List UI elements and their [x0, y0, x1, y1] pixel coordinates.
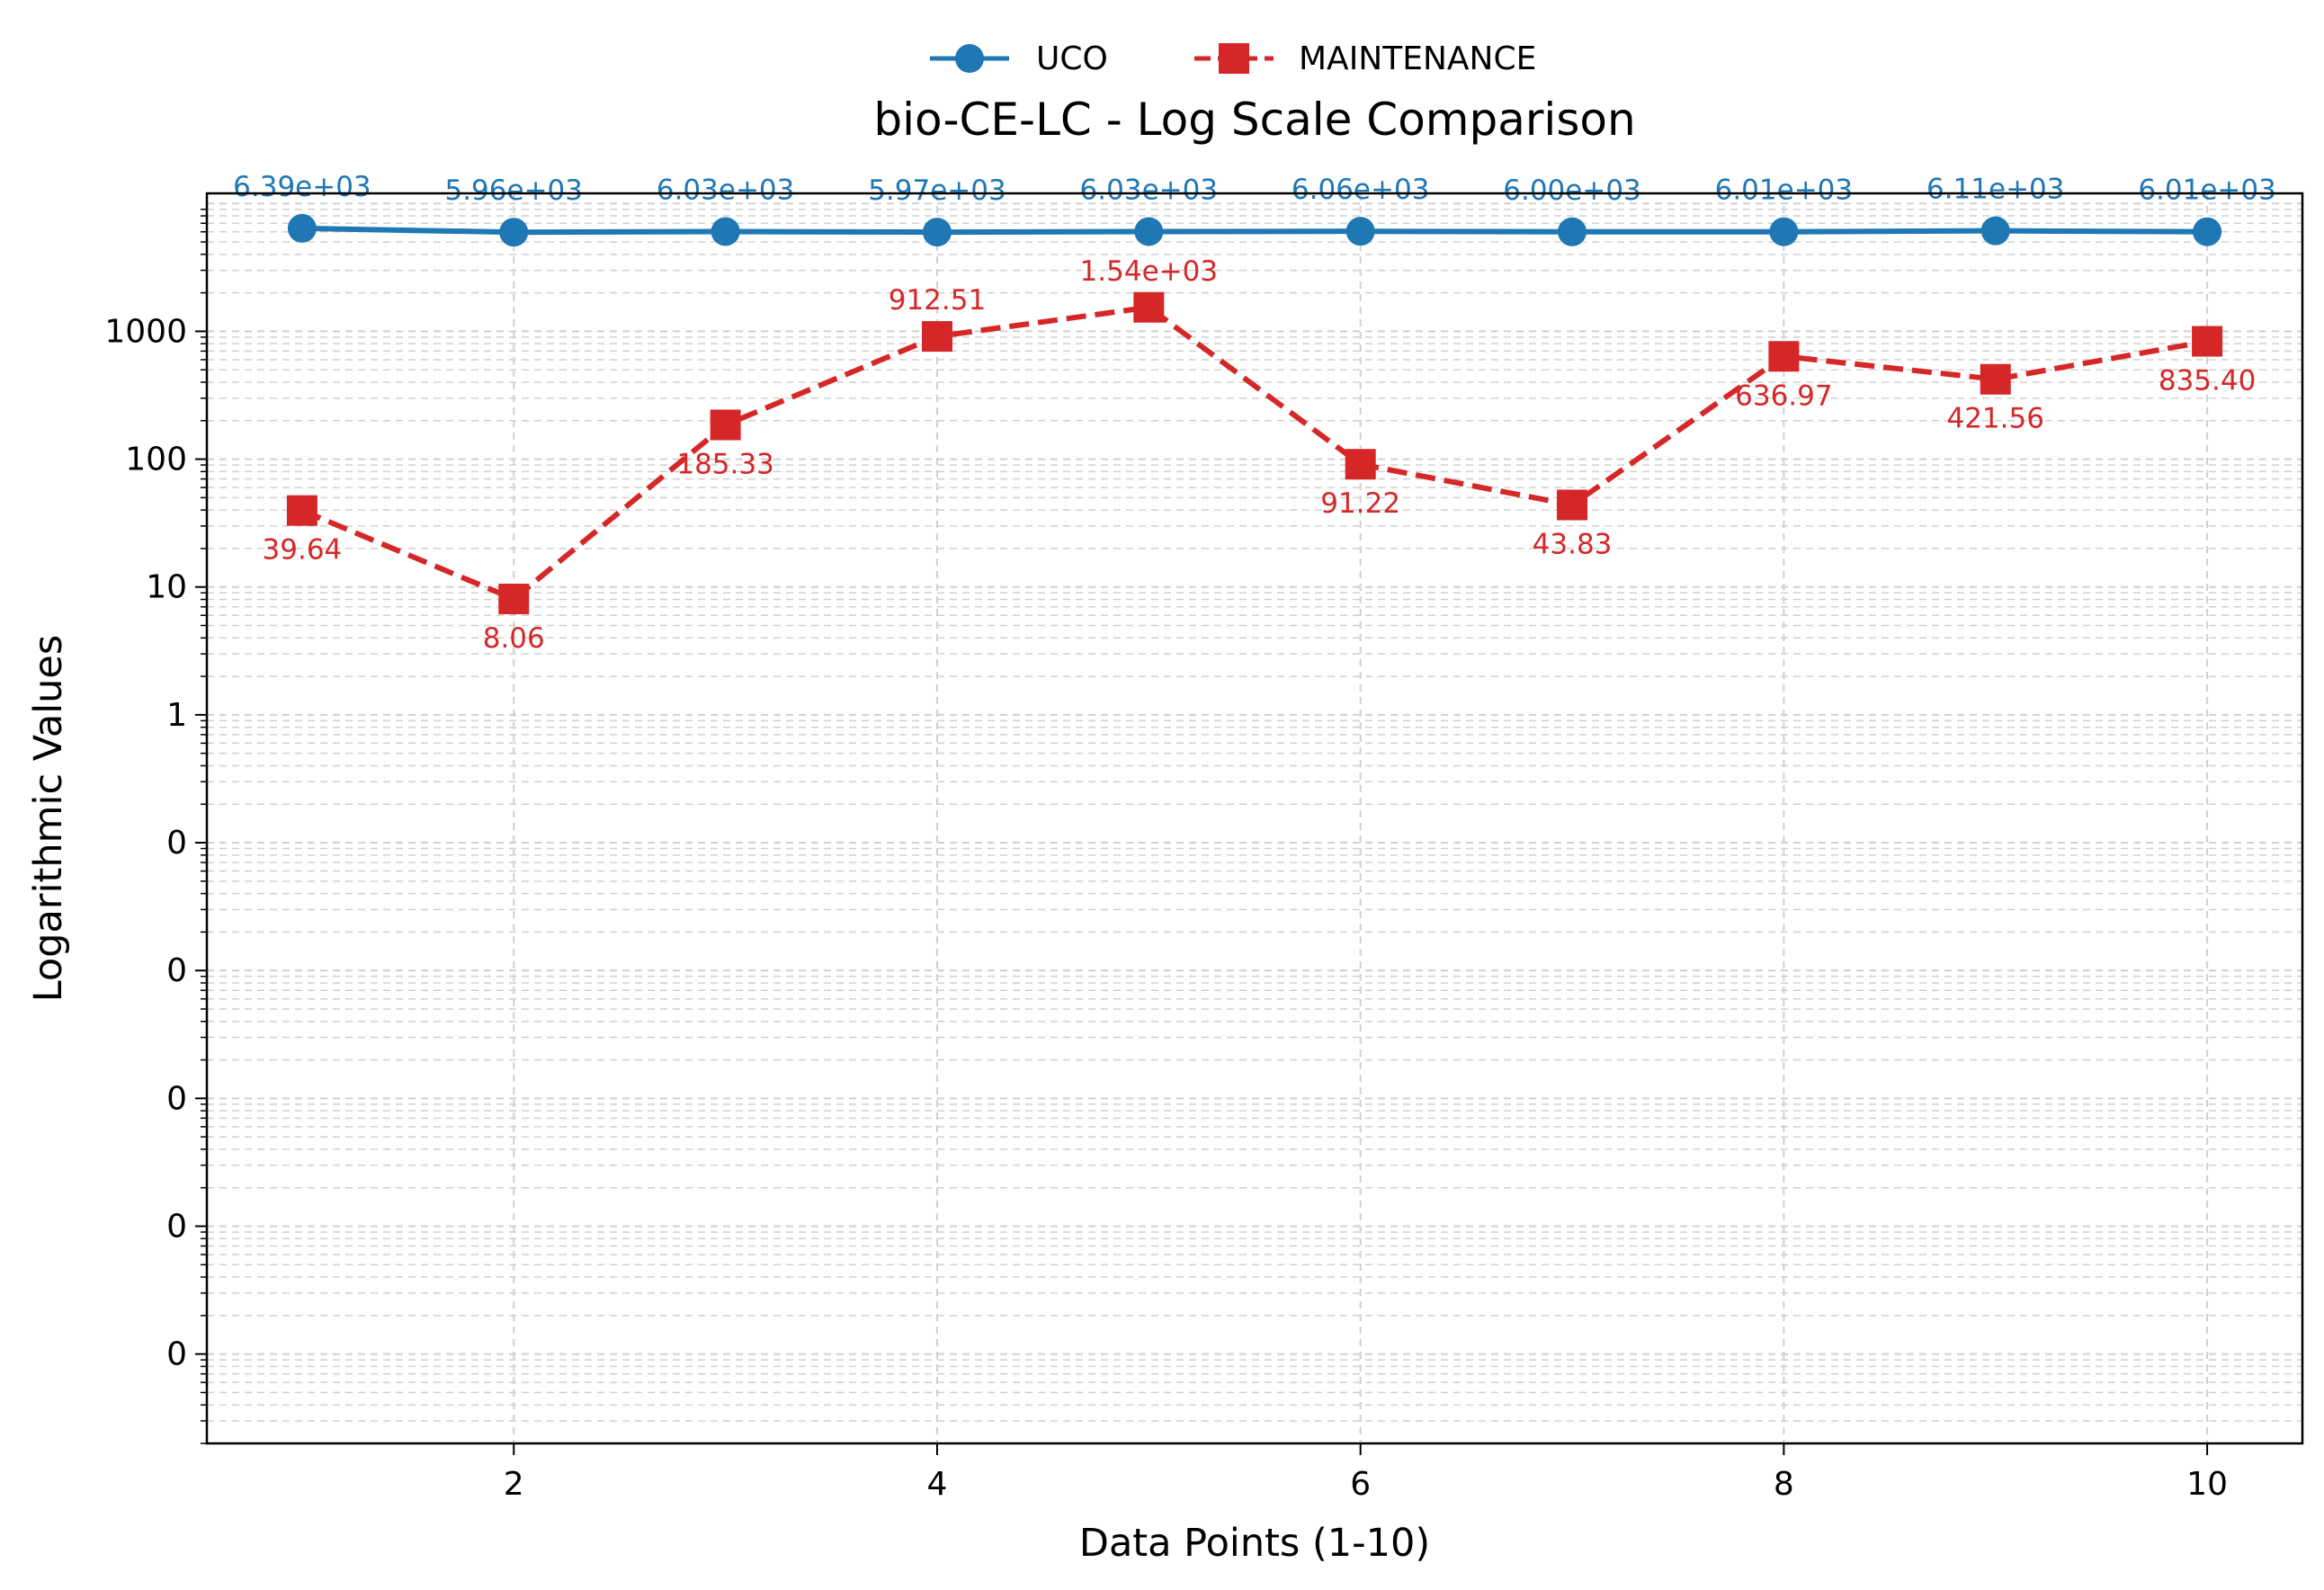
- grid-layer: [207, 193, 2302, 1444]
- legend-maintenance-label: MAINTENANCE: [1299, 40, 1536, 77]
- chart-title: bio-CE-LC - Log Scale Comparison: [873, 94, 1635, 146]
- y-tick-label: 0: [166, 825, 187, 862]
- x-tick-label: 8: [1774, 1466, 1794, 1503]
- maintenance-series-line: [300, 304, 2208, 603]
- y-tick-label: 1000: [104, 313, 187, 350]
- uco-data-label: 6.39e+03: [233, 171, 371, 203]
- maintenance-point: [1345, 449, 1376, 480]
- uco-point: [499, 218, 529, 247]
- uco-point: [1980, 216, 2010, 246]
- maintenance-data-label: 835.40: [2159, 365, 2256, 398]
- uco-point: [2193, 217, 2222, 246]
- uco-point: [922, 218, 952, 247]
- maintenance-data-label: 185.33: [676, 448, 773, 480]
- uco-data-label: 5.97e+03: [868, 174, 1006, 207]
- maintenance-data-label: 1.54e+03: [1080, 255, 1219, 288]
- uco-point: [1558, 217, 1587, 246]
- maintenance-data-label: 39.64: [263, 534, 343, 567]
- uco-data-label: 5.96e+03: [444, 174, 583, 207]
- maintenance-point: [1980, 363, 2011, 395]
- y-tick-label: 100: [125, 442, 187, 478]
- y-tick-label: 0: [166, 1336, 187, 1373]
- legend-uco-marker: [955, 44, 984, 73]
- uco-data-label: 6.03e+03: [1080, 174, 1219, 206]
- maintenance-data-label: 43.83: [1533, 528, 1613, 560]
- uco-point: [711, 217, 740, 246]
- uco-point: [1345, 217, 1375, 246]
- maintenance-data-label: 636.97: [1735, 380, 1832, 412]
- uco-data-label: 6.00e+03: [1503, 174, 1641, 207]
- x-axis-label: Data Points (1-10): [1079, 1521, 1430, 1566]
- maintenance-point: [921, 321, 952, 353]
- x-tick-label: 2: [504, 1466, 524, 1503]
- legend: UCO MAINTENANCE: [930, 40, 1536, 77]
- y-tick-label: 0: [166, 1080, 187, 1117]
- maintenance-point: [2192, 326, 2223, 357]
- x-tick-label: 4: [927, 1466, 948, 1503]
- maintenance-data-label: 91.22: [1320, 487, 1400, 520]
- maintenance-point: [1133, 291, 1165, 323]
- uco-data-label: 6.01e+03: [2138, 174, 2276, 207]
- uco-point: [287, 213, 317, 243]
- tick-layer: 0 0 0 0 0 1 10 100 1000 2 4 6 8 10: [104, 209, 2228, 1503]
- legend-uco-label: UCO: [1036, 40, 1108, 77]
- maintenance-point: [710, 409, 741, 441]
- y-tick-label: 0: [166, 1208, 187, 1245]
- uco-series-line: [301, 225, 2208, 236]
- uco-point: [1769, 217, 1799, 246]
- y-tick-label: 1: [166, 697, 187, 734]
- maintenance-data-label: 421.56: [1946, 403, 2043, 435]
- label-layer: 6.39e+03 5.96e+03 6.03e+03 5.97e+03 6.03e+03…: [233, 171, 2276, 655]
- uco-point: [1134, 217, 1164, 246]
- maintenance-data-label: 8.06: [483, 622, 545, 655]
- uco-data-label: 6.06e+03: [1292, 174, 1430, 206]
- y-axis-label: Logarithmic Values: [26, 635, 71, 1003]
- uco-data-label: 6.01e+03: [1715, 174, 1854, 207]
- uco-data-label: 6.03e+03: [657, 174, 795, 206]
- y-tick-label: 0: [166, 952, 187, 989]
- maintenance-point: [1768, 341, 1800, 372]
- x-tick-label: 6: [1350, 1466, 1371, 1503]
- series-layer: [286, 213, 2223, 615]
- x-tick-label: 10: [2186, 1466, 2228, 1503]
- plot-frame: [205, 192, 2304, 1445]
- maintenance-point: [1557, 489, 1588, 521]
- maintenance-point: [286, 495, 317, 526]
- legend-maintenance-marker: [1219, 43, 1249, 74]
- maintenance-data-label: 912.51: [889, 284, 986, 317]
- uco-data-label: 6.11e+03: [1926, 174, 2065, 206]
- y-tick-label: 10: [146, 569, 187, 606]
- maintenance-point: [498, 584, 530, 615]
